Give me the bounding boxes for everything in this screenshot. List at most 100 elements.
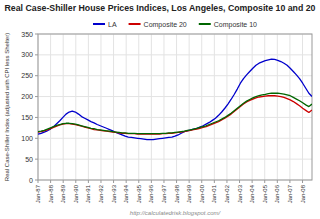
y-tick (35, 34, 38, 35)
y-tick-label: 300 (21, 51, 33, 58)
x-grid-line (126, 34, 127, 180)
legend-swatch (199, 23, 211, 25)
y-tick (35, 117, 38, 118)
chart: Real Case-Shiller House Prices Indices, … (0, 0, 320, 219)
x-tick-label: Jan-87 (35, 184, 41, 203)
x-tick (252, 180, 253, 183)
x-grid-line (264, 34, 265, 180)
x-tick (163, 180, 164, 183)
x-grid-line (277, 34, 278, 180)
x-grid-line (226, 34, 227, 180)
x-tick-label: Jan-93 (111, 184, 117, 203)
x-grid-line (289, 34, 290, 180)
legend-swatch (129, 23, 141, 25)
legend: LA Composite 20 Composite 10 (93, 21, 257, 29)
x-tick-label: Jan-08 (300, 184, 306, 203)
x-tick (289, 180, 290, 183)
x-tick-label: Jan-04 (249, 184, 255, 203)
x-tick (226, 180, 227, 183)
x-grid-line (189, 34, 190, 180)
x-tick (189, 180, 190, 183)
x-tick-label: Jan-94 (123, 184, 129, 203)
legend-label: Composite 20 (144, 21, 187, 29)
x-grid-line (63, 34, 64, 180)
legend-item: Composite 20 (129, 21, 187, 29)
y-tick-label: 200 (21, 93, 33, 100)
series-line (38, 93, 312, 133)
x-tick (100, 180, 101, 183)
x-tick-label: Jan-03 (237, 184, 243, 203)
x-tick (277, 180, 278, 183)
x-grid-line (100, 34, 101, 180)
legend-item: Composite 10 (199, 21, 257, 29)
plot-frame (38, 34, 312, 180)
x-tick (88, 180, 89, 183)
series-lines (38, 59, 312, 140)
x-grid-line (113, 34, 114, 180)
x-tick-label: Jan-01 (211, 184, 217, 203)
y-tick-label: 50 (25, 156, 33, 163)
x-tick (113, 180, 114, 183)
series-line (38, 96, 312, 134)
x-tick (239, 180, 240, 183)
legend-label: LA (108, 21, 117, 28)
x-tick-label: Jan-95 (136, 184, 142, 203)
x-grid-line (201, 34, 202, 180)
y-tick-label: 100 (21, 135, 33, 142)
y-tick-label: 0 (29, 177, 33, 184)
x-tick-label: Jan-92 (98, 184, 104, 203)
annotation: http://calculatedrisk.blogspot.com/ (130, 210, 222, 216)
y-grid-line (38, 138, 312, 139)
x-grid-line (88, 34, 89, 180)
y-axis-label: Real Case-Shiller Index (adjusted with C… (4, 33, 10, 181)
x-tick (50, 180, 51, 183)
x-tick (38, 180, 39, 183)
x-grid-line (214, 34, 215, 180)
x-tick (75, 180, 76, 183)
y-tick (35, 159, 38, 160)
y-tick-label: 250 (21, 72, 33, 79)
x-tick-label: Jan-05 (262, 184, 268, 203)
y-tick (35, 54, 38, 55)
title: Real Case-Shiller House Prices Indices, … (5, 3, 316, 13)
x-tick (126, 180, 127, 183)
y-grid-line (38, 159, 312, 160)
x-grid-line (75, 34, 76, 180)
x-tick-label: Jan-98 (174, 184, 180, 203)
x-grid-line (151, 34, 152, 180)
x-tick-label: Jan-97 (161, 184, 167, 203)
y-tick-label: 150 (21, 114, 33, 121)
x-tick (201, 180, 202, 183)
x-tick-label: Jan-00 (199, 184, 205, 203)
x-tick-label: Jan-89 (60, 184, 66, 203)
y-tick-label: 350 (21, 31, 33, 38)
x-grid-line (163, 34, 164, 180)
x-grid-line (50, 34, 51, 180)
x-tick-label: Jan-91 (85, 184, 91, 203)
x-tick-label: Jan-88 (48, 184, 54, 203)
y-tick (35, 138, 38, 139)
x-tick-label: Jan-90 (73, 184, 79, 203)
x-tick (151, 180, 152, 183)
y-tick (35, 75, 38, 76)
x-tick (302, 180, 303, 183)
legend-item: LA (93, 21, 117, 28)
x-tick-label: Jan-96 (148, 184, 154, 203)
series-line (38, 59, 312, 140)
x-grid-line (252, 34, 253, 180)
x-grid-line (302, 34, 303, 180)
x-grid-line (138, 34, 139, 180)
y-tick (35, 96, 38, 97)
y-grid-line (38, 75, 312, 76)
axes: 0 50 100 150 200 250 300 350 Jan-87 Jan-88 Jan-89 J… (21, 31, 312, 204)
x-tick-label: Jan-99 (186, 184, 192, 203)
x-grid-line (176, 34, 177, 180)
x-tick-label: Jan-02 (224, 184, 230, 203)
x-tick (176, 180, 177, 183)
legend-label: Composite 10 (214, 21, 257, 29)
x-tick (214, 180, 215, 183)
y-grid-line (38, 54, 312, 55)
legend-swatch (93, 23, 105, 25)
grid (38, 34, 312, 180)
x-tick (264, 180, 265, 183)
